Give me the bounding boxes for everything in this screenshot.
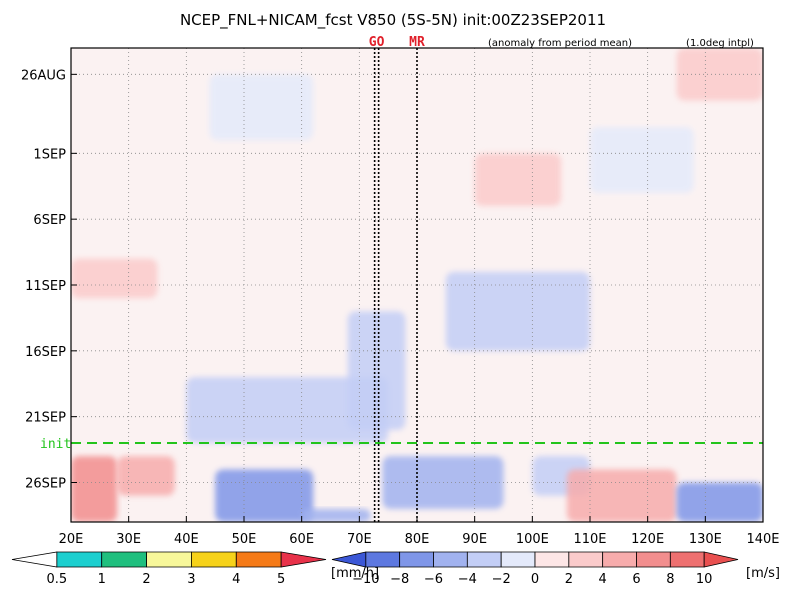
anomaly-region [117,456,175,496]
wind-colorbar-swatch [669,551,705,568]
y-tick-label: 6SEP [33,213,66,228]
x-tick-label: 60E [289,532,314,547]
anomaly-region [71,456,118,522]
x-tick-label: 80E [405,532,430,547]
anomaly-field [71,48,763,522]
x-tick-label: 40E [174,532,199,547]
wind-colorbar-unit: [m/s] [746,566,780,581]
chart-subtitle-right: (1.0deg intpl) [686,38,754,49]
x-axis-ticks: 20E 30E 40E 50E 60E 70E 80E 90E 100E 110E 120E 130E… [59,516,780,547]
wind-colorbar-swatch [331,551,367,568]
y-tick-label: 26SEP [25,477,66,492]
y-tick-label: 26AUG [21,68,66,83]
wind-colorbar-swatch [568,551,604,568]
anomaly-region [186,377,389,443]
x-tick-label: 90E [462,532,487,547]
wind-colorbar-label: −4 [458,572,477,587]
wind-colorbar-swatch [399,551,434,568]
x-tick-label: 50E [232,532,257,547]
y-tick-label: 16SEP [25,345,66,360]
precip-colorbar-label: 0.5 [47,572,68,587]
precip-colorbar-swatch [101,551,147,568]
anomaly-region [209,74,314,141]
anomaly-region [566,469,677,522]
anomaly-region [382,456,504,509]
chart-subtitle-left: (anomaly from period mean) [488,38,632,49]
precip-colorbar-label: 5 [277,572,285,587]
x-tick-label: 20E [59,532,84,547]
precip-colorbar-swatch [235,551,282,568]
anomaly-region [474,153,562,206]
init-label: init [40,437,71,452]
wind-colorbar-swatch [433,551,468,568]
y-axis-ticks: 26AUG 1SEP 6SEP 11SEP 16SEP 21SEP 26SEP [21,68,77,492]
precip-colorbar-swatch [56,551,103,568]
wind-colorbar-label: −2 [492,572,511,587]
anomaly-region [215,469,314,522]
precip-colorbar-label: 2 [142,572,150,587]
anomaly-region [445,271,590,351]
precip-colorbar-swatch [11,551,58,568]
x-tick-label: 140E [746,532,779,547]
wind-colorbar-label: 6 [632,572,640,587]
wind-colorbar-swatch [534,551,570,568]
precip-colorbar-swatch [280,551,327,568]
marker-labels: GO MR [369,35,425,50]
wind-colorbar-swatch [602,551,637,568]
wind-colorbar-label: −6 [424,572,443,587]
wind-colorbar-label: −8 [390,572,409,587]
anomaly-region [71,258,158,299]
wind-colorbar-swatch [636,551,671,568]
wind-colorbar-swatch [365,551,401,568]
y-tick-label: 1SEP [33,147,66,162]
x-tick-label: 120E [631,532,664,547]
y-tick-label: 21SEP [25,411,66,426]
wind-colorbar: −10 −8 −6 −4 −2 0 2 4 6 8 10 [m/s] [331,551,780,587]
precip-colorbar-label: 4 [232,572,240,587]
x-tick-label: 110E [573,532,606,547]
precip-colorbar-swatch [191,551,237,568]
anomaly-region [590,127,694,193]
x-tick-label: 30E [116,532,141,547]
wind-colorbar-swatch [466,551,502,568]
x-tick-label: 130E [689,532,722,547]
precip-colorbar-label: 3 [187,572,195,587]
precip-colorbar-label: 1 [98,572,106,587]
wind-colorbar-label: 2 [565,572,573,587]
wind-colorbar-label: 10 [696,572,713,587]
marker-lines [373,48,418,522]
precip-colorbar-swatch [146,551,192,568]
wind-colorbar-swatch [500,551,536,568]
anomaly-region [676,482,763,522]
plot-area [70,47,764,523]
chart-title: NCEP_FNL+NICAM_fcst V850 (5S-5N) init:00… [180,11,606,30]
marker-label: MR [409,35,425,50]
wind-colorbar-label: 0 [531,572,539,587]
wind-colorbar-label: −10 [352,572,379,587]
marker-label: GO [369,35,385,50]
grid-lines [71,48,763,522]
wind-colorbar-swatch [703,551,739,568]
x-tick-label: 100E [516,532,549,547]
x-tick-label: 70E [347,532,372,547]
precip-colorbar-unit: [mm/h] [331,566,379,581]
y-tick-label: 11SEP [25,279,66,294]
wind-colorbar-label: 4 [599,572,607,587]
wind-colorbar-label: 8 [666,572,674,587]
anomaly-region [347,311,406,430]
precip-colorbar: 0.5 1 2 3 4 5 [mm/h] [11,551,379,587]
anomaly-region [301,508,371,522]
